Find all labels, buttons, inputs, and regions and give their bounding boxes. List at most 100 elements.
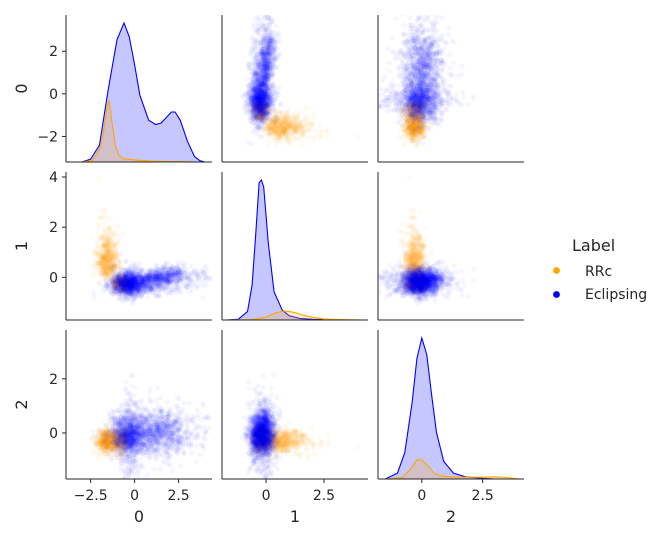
rrc-point bbox=[269, 129, 275, 135]
rrc-point bbox=[282, 127, 288, 133]
eclipsing-point bbox=[264, 68, 269, 73]
rrc-point bbox=[402, 105, 408, 111]
rrc-point bbox=[416, 136, 422, 143]
rrc-point bbox=[252, 102, 258, 108]
rrc-point bbox=[257, 110, 264, 116]
eclipsing-point bbox=[267, 7, 272, 12]
rrc-point bbox=[257, 104, 263, 110]
rrc-point bbox=[412, 124, 419, 130]
rrc-point bbox=[409, 105, 415, 111]
rrc-point bbox=[261, 112, 267, 118]
rrc-point bbox=[278, 128, 284, 135]
rrc-point bbox=[408, 123, 414, 129]
rrc-point bbox=[256, 113, 262, 119]
rrc-point bbox=[409, 110, 415, 116]
rrc-point bbox=[274, 131, 280, 137]
rrc-point bbox=[254, 115, 260, 121]
rrc-point bbox=[261, 102, 267, 108]
rrc-point bbox=[415, 114, 421, 120]
rrc-point bbox=[280, 129, 286, 135]
rrc-point bbox=[276, 123, 282, 129]
rrc-point bbox=[406, 117, 412, 123]
rrc-point bbox=[409, 123, 415, 129]
eclipsing-point bbox=[255, 131, 260, 136]
rrc-point bbox=[407, 106, 413, 112]
rrc-point bbox=[296, 124, 302, 130]
rrc-point bbox=[414, 108, 420, 114]
rrc-point bbox=[412, 113, 418, 119]
rrc-point bbox=[413, 126, 419, 132]
rrc-point bbox=[420, 114, 426, 120]
rrc-point bbox=[254, 116, 260, 122]
rrc-point bbox=[282, 131, 289, 137]
rrc-point bbox=[285, 132, 291, 138]
rrc-point bbox=[257, 101, 263, 108]
rrc-point bbox=[276, 124, 282, 130]
eclipsing-point bbox=[414, 7, 419, 12]
rrc-point bbox=[414, 117, 421, 123]
rrc-point bbox=[284, 114, 290, 120]
rrc-point bbox=[403, 108, 409, 114]
rrc-point bbox=[283, 119, 289, 126]
rrc-point bbox=[403, 127, 409, 133]
rrc-point bbox=[281, 129, 287, 135]
rrc-point bbox=[262, 121, 268, 128]
eclipsing-point bbox=[264, 75, 269, 80]
rrc-point bbox=[419, 128, 425, 134]
rrc-point bbox=[258, 110, 264, 116]
rrc-point bbox=[256, 108, 262, 114]
rrc-point bbox=[258, 110, 264, 117]
rrc-point bbox=[274, 115, 280, 121]
rrc-point bbox=[409, 103, 415, 109]
rrc-point bbox=[409, 107, 415, 113]
rrc-point bbox=[258, 102, 264, 108]
rrc-point bbox=[409, 115, 415, 121]
rrc-point bbox=[413, 129, 419, 135]
rrc-point bbox=[258, 110, 264, 116]
rrc-point bbox=[404, 126, 410, 132]
rrc-point bbox=[414, 107, 420, 113]
rrc-point bbox=[410, 125, 416, 131]
rrc-point bbox=[283, 111, 289, 117]
rrc-point bbox=[257, 112, 263, 119]
rrc-point bbox=[284, 116, 291, 122]
rrc-point bbox=[281, 129, 287, 135]
rrc-point bbox=[260, 103, 266, 109]
rrc-point bbox=[279, 127, 285, 133]
rrc-point bbox=[280, 115, 287, 121]
rrc-point bbox=[412, 103, 418, 109]
rrc-point bbox=[418, 128, 424, 134]
rrc-point bbox=[260, 104, 266, 110]
rrc-point bbox=[310, 110, 316, 116]
rrc-point bbox=[415, 109, 421, 115]
eclipsing-point bbox=[255, 14, 260, 19]
rrc-point bbox=[400, 134, 406, 140]
rrc-point bbox=[399, 117, 405, 123]
rrc-point bbox=[417, 101, 423, 107]
rrc-point bbox=[293, 120, 299, 126]
rrc-point bbox=[407, 129, 413, 135]
eclipsing-point bbox=[246, 62, 251, 67]
rrc-point bbox=[415, 102, 421, 108]
rrc-point bbox=[413, 133, 419, 139]
rrc-point bbox=[409, 137, 415, 143]
rrc-point bbox=[278, 119, 285, 125]
eclipsing-point bbox=[260, 94, 265, 99]
rrc-point bbox=[407, 124, 413, 130]
rrc-point bbox=[256, 108, 262, 114]
rrc-point bbox=[258, 103, 264, 109]
rrc-point bbox=[258, 111, 264, 117]
rrc-point bbox=[408, 131, 414, 137]
eclipsing-point bbox=[451, 39, 456, 44]
rrc-point bbox=[280, 124, 286, 130]
rrc-point bbox=[277, 118, 283, 124]
rrc-point bbox=[412, 127, 418, 133]
rrc-point bbox=[278, 121, 284, 127]
rrc-point bbox=[405, 124, 411, 130]
rrc-point bbox=[265, 132, 271, 138]
rrc-point bbox=[297, 120, 303, 126]
rrc-point bbox=[403, 111, 409, 117]
rrc-point bbox=[284, 125, 290, 131]
rrc-point bbox=[410, 128, 416, 134]
rrc-point bbox=[271, 129, 277, 135]
